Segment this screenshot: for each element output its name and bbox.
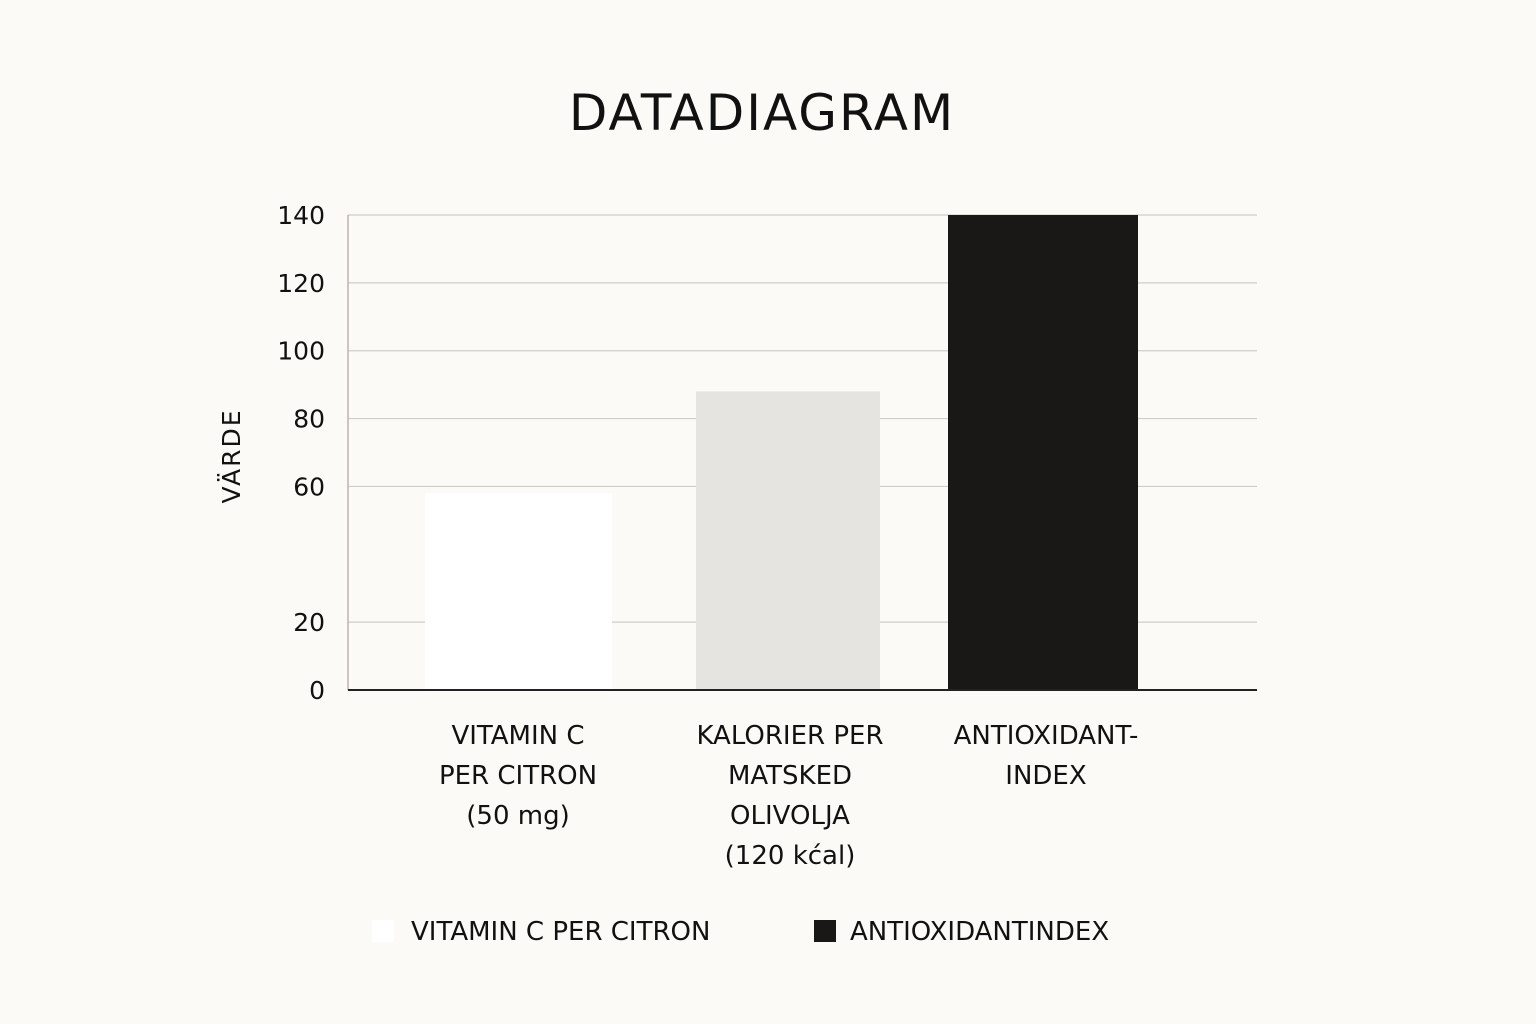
category-label-line: MATSKED — [728, 761, 852, 791]
y-tick-label: 20 — [293, 608, 325, 637]
y-tick-label: 100 — [277, 337, 325, 366]
y-tick-label: 0 — [309, 676, 325, 705]
legend-swatch-1 — [372, 920, 394, 942]
category-label-line: PER CITRON — [439, 761, 597, 791]
bars — [425, 215, 1138, 690]
category-label-line: (120 kćal) — [725, 841, 856, 871]
chart-title: DATADIAGRAM — [569, 84, 955, 142]
y-tick-label: 80 — [293, 405, 325, 434]
bar-2 — [696, 391, 880, 690]
category-label-line: (50 mg) — [466, 801, 569, 831]
legend-label-2: ANTIOXIDANTINDEX — [850, 917, 1109, 947]
x-category-label-3: ANTIOXIDANT- INDEX — [954, 721, 1139, 791]
y-tick-labels: 0 20 60 80 100 120 140 — [277, 201, 325, 705]
legend: VITAMIN C PER CITRON ANTIOXIDANTINDEX — [372, 917, 1109, 947]
legend-label-1: VITAMIN C PER CITRON — [411, 917, 710, 947]
x-category-label-1: VITAMIN C PER CITRON (50 mg) — [439, 721, 597, 831]
legend-swatch-2 — [814, 920, 836, 942]
bar-1 — [425, 493, 612, 690]
y-tick-label: 60 — [293, 472, 325, 501]
category-label-line: ANTIOXIDANT- — [954, 721, 1139, 751]
category-label-line: KALORIER PER — [696, 721, 883, 751]
axes — [347, 215, 1257, 691]
y-axis-title: VÄRDE — [217, 408, 246, 503]
category-label-line: VITAMIN C — [451, 721, 584, 751]
category-label-line: OLIVOLJA — [730, 801, 850, 831]
y-tick-label: 120 — [277, 269, 325, 298]
x-category-labels: VITAMIN C PER CITRON (50 mg) KALORIER PER MA… — [439, 721, 1138, 871]
y-tick-label: 140 — [277, 201, 325, 230]
bar-3 — [948, 215, 1138, 690]
category-label-line: INDEX — [1005, 761, 1086, 791]
x-category-label-2: KALORIER PER MATSKED OLIVOLJA (120 kćal) — [696, 721, 883, 871]
